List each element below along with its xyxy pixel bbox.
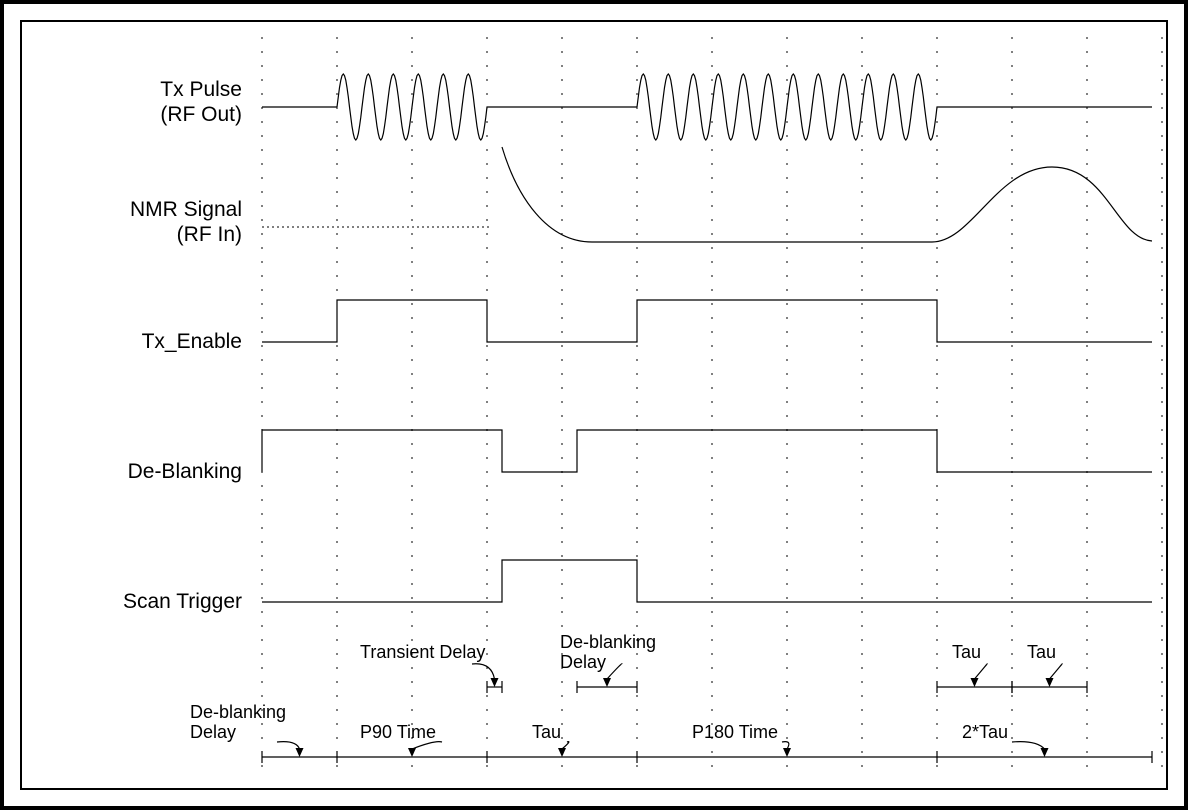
tx-pulse-label-line2: (RF Out) (160, 102, 242, 127)
scan-trigger-label: Scan Trigger (123, 589, 242, 614)
transient-delay-label: Transient Delay (360, 642, 485, 663)
tx-pulse-label-line1: Tx Pulse (160, 77, 242, 102)
tau-r2-label: Tau (532, 722, 561, 743)
tx-pulse-label: Tx Pulse (RF Out) (160, 77, 242, 127)
tau1-label: Tau (952, 642, 981, 663)
outer-frame: Tx Pulse (RF Out) NMR Signal (RF In) Tx_… (0, 0, 1188, 810)
deblanking-delay-r2-label: De-blanking Delay (190, 703, 286, 743)
two-tau-label: 2*Tau (962, 722, 1008, 743)
timing-diagram: Tx Pulse (RF Out) NMR Signal (RF In) Tx_… (20, 20, 1168, 790)
nmr-signal-label: NMR Signal (RF In) (130, 197, 242, 247)
annotations-svg (22, 22, 1170, 792)
deblanking-delay-r1-label: De-blanking Delay (560, 633, 656, 673)
p90-label: P90 Time (360, 722, 436, 743)
tau2-label: Tau (1027, 642, 1056, 663)
p180-label: P180 Time (692, 722, 778, 743)
nmr-signal-label-line2: (RF In) (130, 222, 242, 247)
tx-enable-label: Tx_Enable (142, 329, 242, 354)
de-blanking-label: De-Blanking (128, 459, 242, 484)
nmr-signal-label-line1: NMR Signal (130, 197, 242, 222)
